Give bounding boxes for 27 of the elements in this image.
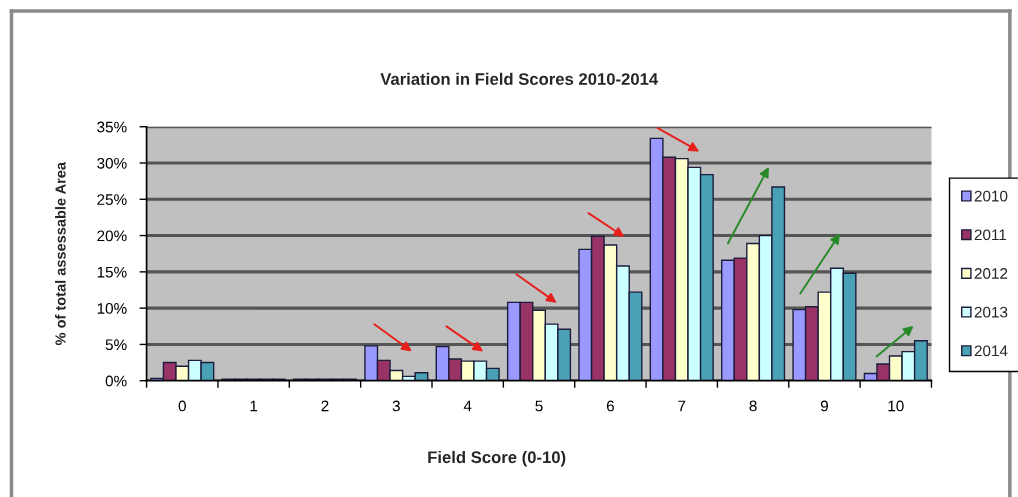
legend-label: 2013 (974, 306, 1008, 318)
legend-label: 2012 (974, 268, 1008, 279)
legend-label: 2014 (974, 345, 1008, 357)
chart-title: Variation in Field Scores 2010-2014 (380, 72, 659, 85)
y-tick-label: 35% (97, 121, 127, 133)
y-tick-label: 25% (97, 194, 127, 205)
x-tick-label: 10 (888, 400, 904, 412)
x-tick-label: 7 (678, 400, 686, 412)
legend-label: 2011 (974, 229, 1007, 241)
x-tick-label: 4 (463, 400, 472, 412)
x-tick-label: 5 (535, 400, 543, 412)
legend-label: 2010 (974, 190, 1008, 202)
y-tick-label: 5% (105, 339, 127, 351)
y-tick-label: 15% (97, 266, 127, 278)
x-tick-label: 3 (392, 400, 400, 412)
y-tick-label: 20% (97, 230, 127, 242)
y-tick-label: 0% (105, 375, 127, 387)
y-tick-label: 10% (97, 303, 127, 314)
x-tick-label: 8 (749, 400, 757, 412)
y-tick-label: 30% (97, 157, 127, 169)
x-tick-label: 9 (820, 400, 828, 412)
x-tick-label: 2 (321, 400, 329, 412)
y-axis-title: % of total assessable Area (55, 161, 66, 346)
x-tick-label: 0 (178, 400, 186, 412)
x-tick-label: 6 (606, 400, 614, 412)
x-tick-label: 1 (250, 400, 258, 412)
x-axis-title: Field Score (0-10) (428, 450, 566, 467)
